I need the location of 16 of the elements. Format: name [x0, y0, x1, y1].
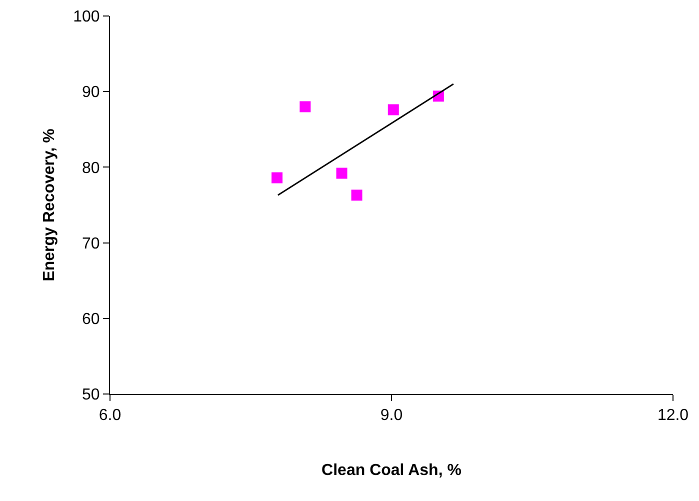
- point: [388, 104, 399, 116]
- point: [351, 190, 362, 201]
- point: [272, 172, 283, 184]
- y-tick-label: 70: [82, 235, 100, 252]
- point: [300, 101, 311, 112]
- y-tick-label: 90: [82, 84, 100, 102]
- y-tick-label: 60: [82, 311, 100, 328]
- y-axis-title: Energy Recovery, %: [40, 128, 58, 282]
- x-tick-label: 6.0: [98, 407, 122, 424]
- x-axis-title: Clean Coal Ash, %: [322, 462, 462, 479]
- y-tick-label: 50: [82, 386, 100, 404]
- x-tick-label: 12.0: [657, 407, 689, 424]
- point: [336, 168, 348, 179]
- y-tick-label: 100: [73, 8, 100, 26]
- y-tick-label: 80: [82, 160, 100, 177]
- x-tick-label: 9.0: [380, 407, 403, 424]
